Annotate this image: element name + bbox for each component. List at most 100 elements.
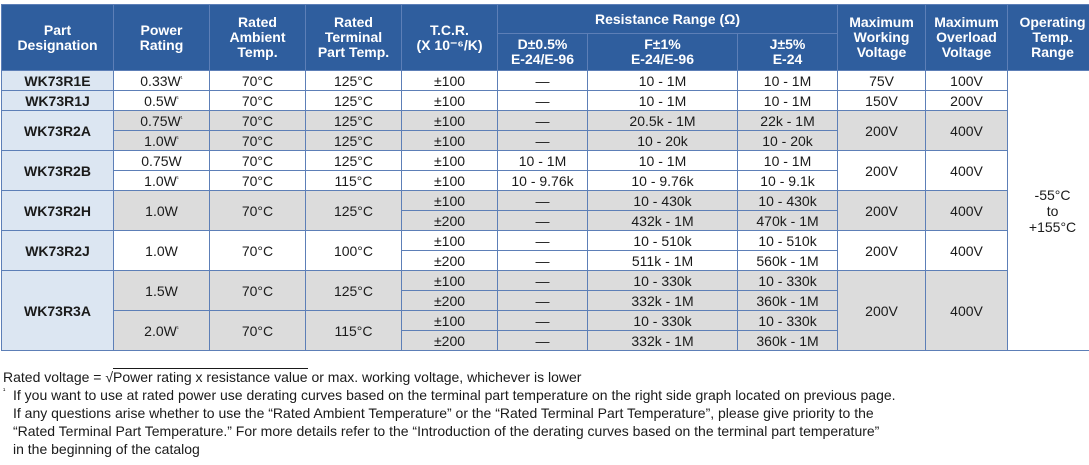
res-f: 511k - 1M <box>587 250 738 271</box>
res-j: 10 - 430k <box>736 190 839 211</box>
header-resistance-range: Resistance Range (Ω) <box>496 4 839 34</box>
power-rating: 2.0W¹ <box>113 310 210 351</box>
rated-ambient-temp: 70°C <box>209 110 306 131</box>
specification-table: Part Designation Power Rating Rated Ambient… <box>1 4 1089 351</box>
table-row: WK73R2H 1.0W 70°C 125°C ±100 — 10 - 430k… <box>1 190 1089 231</box>
rated-terminal-temp: 125°C <box>305 150 402 171</box>
rated-voltage-formula: Rated voltage = √Power rating x resistan… <box>3 368 582 385</box>
tcr-value: ±100 <box>401 110 498 131</box>
header-operating-temp-range: Operating Temp. Range <box>1007 4 1089 71</box>
max-overload-voltage: 400V <box>925 110 1009 151</box>
table-row: ±200 — 432k - 1M 470k - 1M <box>2 210 1089 231</box>
rated-terminal-temp: 125°C <box>305 70 402 91</box>
rated-terminal-temp: 125°C <box>305 110 402 131</box>
power-rating: 0.75W¹ <box>113 110 210 131</box>
header-rated-terminal-part-temp: Rated Terminal Part Temp. <box>305 4 402 71</box>
tcr-value: ±100 <box>401 190 498 211</box>
table-row: 1.0W¹ 70°C 125°C ±100 — 10 - 20k 10 - 20… <box>2 130 1089 151</box>
res-f: 432k - 1M <box>587 210 738 231</box>
max-overload-voltage: 400V <box>925 270 1009 351</box>
radicand: Power rating x resistance value <box>113 368 308 385</box>
res-f: 10 - 1M <box>587 150 738 171</box>
res-d: — <box>497 310 588 331</box>
header-resistance-f: F±1% E-24/E-96 <box>587 33 738 71</box>
power-rating: 1.5W <box>113 270 210 311</box>
res-d: — <box>497 130 588 151</box>
res-d: — <box>497 250 588 271</box>
res-j: 10 - 1M <box>736 90 839 111</box>
max-overload-voltage: 200V <box>925 90 1009 111</box>
rated-terminal-temp: 125°C <box>305 130 402 151</box>
header-rated-ambient-temp: Rated Ambient Temp. <box>209 4 306 71</box>
power-rating: 1.0W¹ <box>113 170 210 191</box>
res-d: — <box>497 90 588 111</box>
max-working-voltage: 200V <box>837 110 927 151</box>
res-j: 10 - 20k <box>736 130 839 151</box>
res-f: 10 - 330k <box>587 310 738 331</box>
max-overload-voltage: 100V <box>925 70 1009 91</box>
rated-ambient-temp: 70°C <box>209 310 306 351</box>
footnote-line: If you want to use at rated power use de… <box>13 387 896 403</box>
res-d: — <box>497 290 588 311</box>
notes-section: Rated voltage = √Power rating x resistan… <box>3 368 1087 458</box>
table-row: WK73R1J 0.5W¹ 70°C 125°C ±100 — 10 - 1M … <box>1 90 1089 111</box>
part-designation: WK73R1E <box>1 70 114 91</box>
res-d: 10 - 9.76k <box>497 170 588 191</box>
res-j: 10 - 330k <box>736 270 839 291</box>
table-row: ±200 — 511k - 1M 560k - 1M <box>2 250 1089 271</box>
tcr-value: ±200 <box>401 330 498 351</box>
res-f: 10 - 510k <box>587 230 738 251</box>
power-rating: 0.75W <box>113 150 210 171</box>
header-resistance-j: J±5% E-24 <box>736 33 839 71</box>
header-resistance-d: D±0.5% E-24/E-96 <box>497 33 588 71</box>
res-d: — <box>497 270 588 291</box>
rated-terminal-temp: 115°C <box>305 310 402 351</box>
footnote: ¹ If you want to use at rated power use … <box>3 386 1087 458</box>
rated-terminal-temp: 125°C <box>305 270 402 311</box>
res-j: 360k - 1M <box>736 290 839 311</box>
res-f: 10 - 430k <box>587 190 738 211</box>
tcr-value: ±200 <box>401 290 498 311</box>
tcr-value: ±200 <box>401 210 498 231</box>
rated-ambient-temp: 70°C <box>209 230 306 271</box>
tcr-value: ±100 <box>401 270 498 291</box>
power-rating: 1.0W¹ <box>113 130 210 151</box>
footnote-line: in the beginning of the catalog <box>13 441 200 457</box>
res-j: 560k - 1M <box>736 250 839 271</box>
res-f: 10 - 330k <box>587 270 738 291</box>
rated-ambient-temp: 70°C <box>209 70 306 91</box>
res-j: 360k - 1M <box>736 330 839 351</box>
header-tcr: T.C.R. (X 10⁻⁶/K) <box>401 4 498 71</box>
res-f: 332k - 1M <box>587 330 738 351</box>
rated-ambient-temp: 70°C <box>209 170 306 191</box>
res-d: 10 - 1M <box>497 150 588 171</box>
res-f: 10 - 9.76k <box>587 170 738 191</box>
header-max-working-voltage: Maximum Working Voltage <box>837 4 927 71</box>
part-designation: WK73R2H <box>1 190 114 231</box>
tcr-value: ±200 <box>401 250 498 271</box>
res-j: 10 - 9.1k <box>736 170 839 191</box>
res-d: — <box>497 190 588 211</box>
footnote-line: “Rated Terminal Part Temperature.” For m… <box>13 423 880 439</box>
rated-terminal-temp: 100°C <box>305 230 402 271</box>
header-max-overload-voltage: Maximum Overload Voltage <box>925 4 1009 71</box>
part-designation: WK73R2B <box>1 150 114 191</box>
max-overload-voltage: 400V <box>925 150 1009 191</box>
power-rating: 1.0W <box>113 230 210 271</box>
tcr-value: ±100 <box>401 230 498 251</box>
res-f: 10 - 1M <box>587 90 738 111</box>
part-designation: WK73R3A <box>1 270 114 351</box>
rated-ambient-temp: 70°C <box>209 150 306 171</box>
max-working-voltage: 200V <box>837 270 927 351</box>
res-j: 10 - 1M <box>736 70 839 91</box>
power-rating: 0.33W¹ <box>113 70 210 91</box>
max-overload-voltage: 400V <box>925 190 1009 231</box>
footnote-mark: ¹ <box>3 388 6 395</box>
max-working-voltage: 150V <box>837 90 927 111</box>
res-f: 10 - 20k <box>587 130 738 151</box>
part-designation: WK73R2A <box>1 110 114 151</box>
tcr-value: ±100 <box>401 170 498 191</box>
table-row: 2.0W¹ 70°C 115°C ±100 — 10 - 330k 10 - 3… <box>2 310 1089 351</box>
res-d: — <box>497 110 588 131</box>
part-designation: WK73R1J <box>1 90 114 111</box>
